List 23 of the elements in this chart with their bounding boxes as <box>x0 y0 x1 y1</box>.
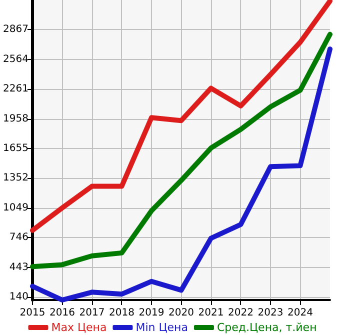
x-tick-label: 2022 <box>228 308 254 318</box>
y-tick-label: 2867 <box>2 24 28 36</box>
x-tick-label: 2019 <box>138 308 164 318</box>
y-tick-label: 1655 <box>2 143 28 154</box>
x-tick-label: 2023 <box>258 308 284 318</box>
y-tick-label: 2261 <box>2 84 28 95</box>
y-tick-label: 140 <box>9 292 28 303</box>
y-tick-label: 443 <box>9 262 28 273</box>
x-tick-label: 2017 <box>79 308 105 318</box>
x-tick-label: 2024 <box>288 308 313 318</box>
y-tick-label: 1958 <box>2 113 28 124</box>
legend-label: Min Цена <box>136 321 188 334</box>
x-tick-label: 2020 <box>168 308 194 318</box>
y-tick-label: 1049 <box>2 202 28 214</box>
x-tick-label: 2018 <box>108 308 134 318</box>
x-tick-label: 2016 <box>49 308 75 318</box>
legend-label: Max Цена <box>51 321 107 334</box>
legend-label: Сред.Цена, т.йен <box>216 321 317 334</box>
y-tick-label: 746 <box>9 232 28 244</box>
x-tick-label: 2015 <box>20 308 46 318</box>
x-tick-label: 2021 <box>198 308 224 318</box>
y-tick-label: 2564 <box>2 54 28 65</box>
y-tick-label: 1352 <box>2 172 28 184</box>
